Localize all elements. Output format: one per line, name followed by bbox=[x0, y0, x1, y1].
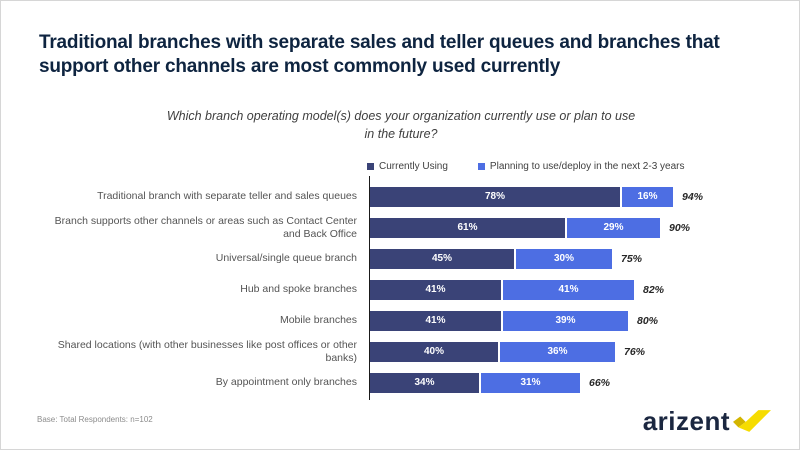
bar-segment-planned: 16% bbox=[622, 186, 673, 207]
bar-segment-current: 40% bbox=[370, 341, 498, 362]
total-label: 80% bbox=[637, 314, 659, 327]
legend-swatch-currently-using bbox=[367, 163, 374, 170]
bar-group: 40% 36% 76% bbox=[370, 341, 646, 362]
chart-row: By appointment only branches 34% 31% 66% bbox=[39, 367, 703, 398]
bar-segment-planned: 36% bbox=[500, 341, 615, 362]
bar-segment-current: 61% bbox=[370, 217, 565, 238]
y-axis-line bbox=[369, 176, 370, 400]
category-label: By appointment only branches bbox=[215, 376, 357, 389]
bar-segment-current: 45% bbox=[370, 248, 514, 269]
total-label: 75% bbox=[621, 252, 643, 265]
total-label: 66% bbox=[589, 376, 611, 389]
category-label: Traditional branch with separate teller … bbox=[97, 190, 357, 203]
chart-row: Mobile branches 41% 39% 80% bbox=[39, 305, 703, 336]
category-label: Shared locations (with other businesses … bbox=[57, 339, 357, 364]
chart-question: Which branch operating model(s) does you… bbox=[166, 109, 636, 141]
total-label: 90% bbox=[669, 221, 691, 234]
bar-segment-current: 78% bbox=[370, 186, 620, 207]
legend-swatch-planning bbox=[477, 163, 485, 170]
chart-row: Shared locations (with other businesses … bbox=[39, 336, 703, 367]
bar-segment-planned: 30% bbox=[516, 248, 612, 269]
category-label: Hub and spoke branches bbox=[240, 283, 357, 296]
base-footnote: Base: Total Respondents: n=102 bbox=[37, 415, 153, 424]
bar-segment-current: 41% bbox=[370, 279, 501, 300]
category-label: Mobile branches bbox=[279, 314, 357, 327]
bar-group: 34% 31% 66% bbox=[370, 372, 611, 393]
legend-label-currently-using: Currently Using bbox=[379, 161, 448, 172]
bar-segment-planned: 29% bbox=[567, 217, 660, 238]
bar-group: 41% 41% 82% bbox=[370, 279, 665, 300]
bar-segment-current: 34% bbox=[370, 372, 479, 393]
category-label: Branch supports other channels or areas … bbox=[54, 215, 357, 240]
total-label: 82% bbox=[643, 283, 665, 296]
category-label: Universal/single queue branch bbox=[215, 252, 357, 265]
total-label: 94% bbox=[682, 190, 704, 203]
bar-segment-planned: 31% bbox=[481, 372, 580, 393]
bar-segment-planned: 41% bbox=[503, 279, 634, 300]
arizent-logo: arizent bbox=[643, 408, 771, 434]
bar-group: 41% 39% 80% bbox=[370, 310, 659, 331]
slide-title: Traditional branches with separate sales… bbox=[39, 32, 720, 78]
chart-rows: Traditional branch with separate teller … bbox=[39, 176, 703, 400]
legend-label-planning: Planning to use/deploy in the next 2-3 y… bbox=[489, 161, 685, 172]
legend-item-planning: Planning to use/deploy in the next 2-3 y… bbox=[477, 161, 685, 172]
chart-legend: Currently Using Planning to use/deploy i… bbox=[367, 161, 685, 172]
chart-row: Hub and spoke branches 41% 41% 82% bbox=[39, 274, 703, 305]
chart-row: Traditional branch with separate teller … bbox=[39, 181, 703, 212]
bar-segment-planned: 39% bbox=[503, 310, 628, 331]
bar-group: 78% 16% 94% bbox=[370, 186, 704, 207]
logo-text: arizent bbox=[642, 406, 730, 436]
chart-row: Branch supports other channels or areas … bbox=[39, 212, 703, 243]
logo-checkmark-icon bbox=[733, 410, 771, 432]
bar-group: 61% 29% 90% bbox=[370, 217, 691, 238]
bar-segment-current: 41% bbox=[370, 310, 501, 331]
total-label: 76% bbox=[624, 345, 646, 358]
chart-row: Universal/single queue branch 45% 30% 75% bbox=[39, 243, 703, 274]
legend-item-currently-using: Currently Using bbox=[367, 161, 448, 172]
bar-chart: Traditional branch with separate teller … bbox=[39, 176, 703, 400]
bar-group: 45% 30% 75% bbox=[370, 248, 643, 269]
